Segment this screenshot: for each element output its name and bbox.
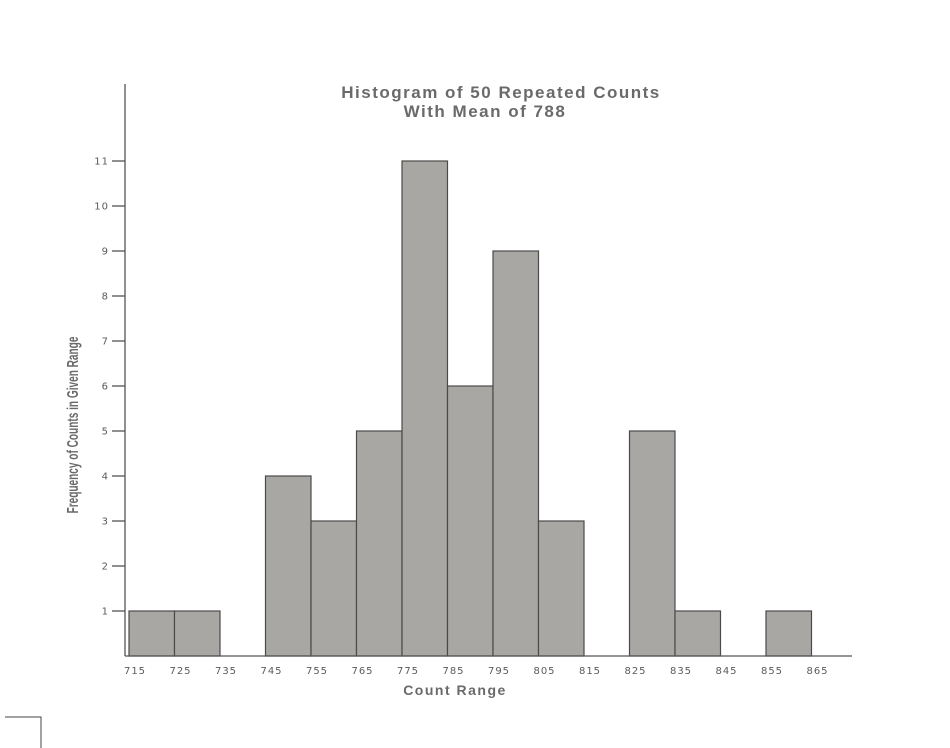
y-tick-label-8: 8 [102,292,109,303]
histogram-bar-725-735 [173,610,221,657]
x-tick-label-855: 855 [761,666,783,677]
y-ticks-group: 1 2 3 4 5 6 7 8 9 10 11 [94,157,125,618]
histogram-bar-755-765 [310,520,358,657]
x-ticks-group: 715 725 735 745 755 765 775 785 795 805 815 825 835 8… [124,666,828,677]
y-tick-label-9: 9 [102,247,109,258]
chart-subtitle: With Mean of 788 [404,102,567,121]
y-tick-label-10: 10 [94,202,109,213]
y-axis-label: Frequency of Counts in Given Range [64,337,82,514]
histogram-bar-855-865 [765,610,813,657]
x-tick-label-825: 825 [624,666,646,677]
histogram-bar-715-725 [128,610,176,657]
histogram-bar-825-835 [628,430,676,657]
y-tick-label-11: 11 [94,157,109,168]
bars-group [128,160,813,657]
x-tick-label-775: 775 [397,666,419,677]
y-tick-label-2: 2 [102,562,109,573]
x-axis-label: Count Range [403,682,507,698]
x-tick-label-785: 785 [442,666,464,677]
y-tick-label-5: 5 [102,427,109,438]
x-tick-label-845: 845 [715,666,737,677]
y-tick-label-1: 1 [102,607,109,618]
x-tick-label-755: 755 [306,666,328,677]
x-tick-label-815: 815 [579,666,601,677]
histogram-bar-795-805 [492,250,540,657]
histogram-bar-805-815 [537,520,585,657]
histogram-bar-785-795 [446,385,494,657]
scan-corner-mark [5,716,42,748]
x-tick-label-735: 735 [215,666,237,677]
y-tick-label-7: 7 [102,337,109,348]
x-tick-label-865: 865 [806,666,828,677]
x-tick-label-805: 805 [533,666,555,677]
x-tick-label-725: 725 [169,666,191,677]
chart-title: Histogram of 50 Repeated Counts [341,83,661,102]
histogram-bar-765-775 [355,430,403,657]
histogram-bar-745-755 [264,475,312,657]
histogram-bar-775-785 [401,160,449,657]
x-tick-label-745: 745 [260,666,282,677]
x-tick-label-795: 795 [488,666,510,677]
x-tick-label-835: 835 [670,666,692,677]
x-tick-label-765: 765 [351,666,373,677]
y-tick-label-6: 6 [102,382,109,393]
x-tick-label-715: 715 [124,666,146,677]
y-tick-label-3: 3 [102,517,109,528]
histogram-bar-835-845 [674,610,722,657]
y-tick-label-4: 4 [102,472,109,483]
